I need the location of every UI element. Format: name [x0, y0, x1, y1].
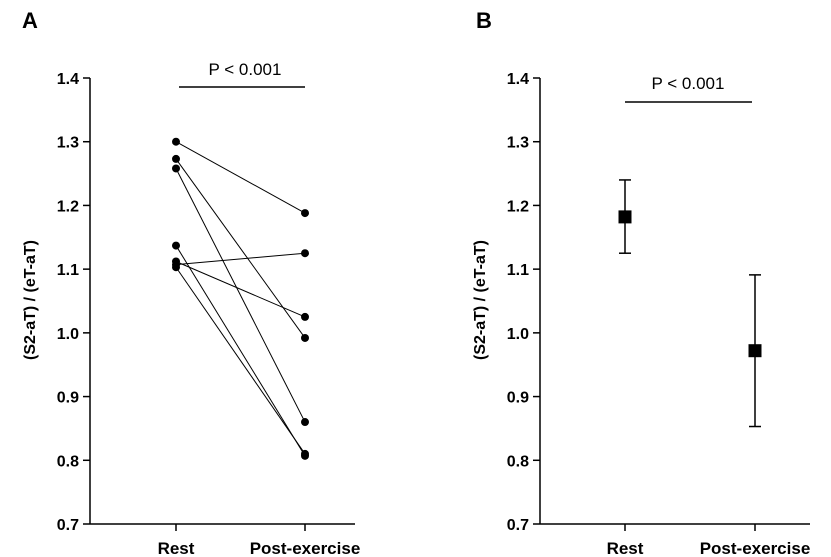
- panel-a: A (S2-aT) / (eT-aT) 0.7 0.8 0.9 1.0 1.1 1.2 1.…: [22, 8, 360, 557]
- pair-line: [175, 261, 306, 318]
- y-tick-label: 1.2: [57, 198, 79, 215]
- rest-point: [172, 164, 180, 173]
- pair-line: [175, 252, 306, 266]
- x-categories-a: Rest Post-exercise: [158, 524, 361, 557]
- y-tick-label: 0.9: [57, 390, 79, 407]
- y-tick-label: 0.7: [507, 517, 529, 534]
- pair-line: [175, 168, 306, 423]
- x-category-label: Rest: [158, 539, 195, 557]
- y-tick-label: 1.1: [507, 262, 529, 279]
- mean-marker: [618, 210, 632, 224]
- y-tick-label: 0.9: [507, 390, 529, 407]
- y-tick-label: 0.8: [57, 453, 79, 470]
- mean-marker: [748, 344, 762, 358]
- y-tick-label: 0.8: [507, 453, 529, 470]
- y-tick-label: 1.3: [57, 135, 79, 152]
- post-exercise-point: [301, 418, 309, 427]
- panel-letter-b: B: [476, 8, 492, 33]
- y-axis-title-b: (S2-aT) / (eT-aT): [472, 240, 489, 360]
- y-ticks-b: 0.7 0.8 0.9 1.0 1.1 1.2 1.3 1.4: [507, 71, 540, 534]
- post-exercise-point: [301, 249, 309, 258]
- rest-point: [172, 154, 180, 163]
- x-categories-b: Rest Post-exercise: [607, 524, 811, 557]
- post-exercise-point: [301, 449, 309, 458]
- y-axis-title-a: (S2-aT) / (eT-aT): [22, 240, 39, 360]
- p-value-b: P < 0.001: [652, 74, 725, 93]
- y-tick-label: 1.4: [57, 71, 79, 88]
- rest-point: [172, 241, 180, 250]
- pair-line: [175, 141, 306, 214]
- y-tick-label: 1.2: [507, 198, 529, 215]
- x-category-label: Post-exercise: [250, 539, 361, 557]
- panel-letter-a: A: [22, 8, 38, 33]
- y-tick-label: 1.4: [507, 71, 529, 88]
- y-tick-label: 1.0: [57, 326, 79, 343]
- pair-line: [175, 245, 306, 457]
- y-tick-label: 1.1: [57, 262, 79, 279]
- paired-marks-a: [172, 137, 309, 460]
- x-category-label: Post-exercise: [700, 539, 811, 557]
- rest-point: [172, 263, 180, 272]
- p-value-a: P < 0.001: [209, 60, 282, 79]
- post-exercise-point: [301, 312, 309, 321]
- pair-line: [175, 266, 306, 455]
- y-tick-label: 1.0: [507, 326, 529, 343]
- y-tick-label: 1.3: [507, 135, 529, 152]
- post-exercise-point: [301, 333, 309, 342]
- mean-error-marks-b: [618, 179, 762, 428]
- rest-point: [172, 137, 180, 146]
- y-ticks-a: 0.7 0.8 0.9 1.0 1.1 1.2 1.3 1.4: [57, 71, 90, 534]
- panel-b: B (S2-aT) / (eT-aT) 0.7 0.8 0.9 1.0 1.1 1.2 1.…: [472, 8, 810, 557]
- post-exercise-point: [301, 209, 309, 218]
- x-category-label: Rest: [607, 539, 644, 557]
- y-tick-label: 0.7: [57, 517, 79, 534]
- pair-line: [175, 158, 306, 339]
